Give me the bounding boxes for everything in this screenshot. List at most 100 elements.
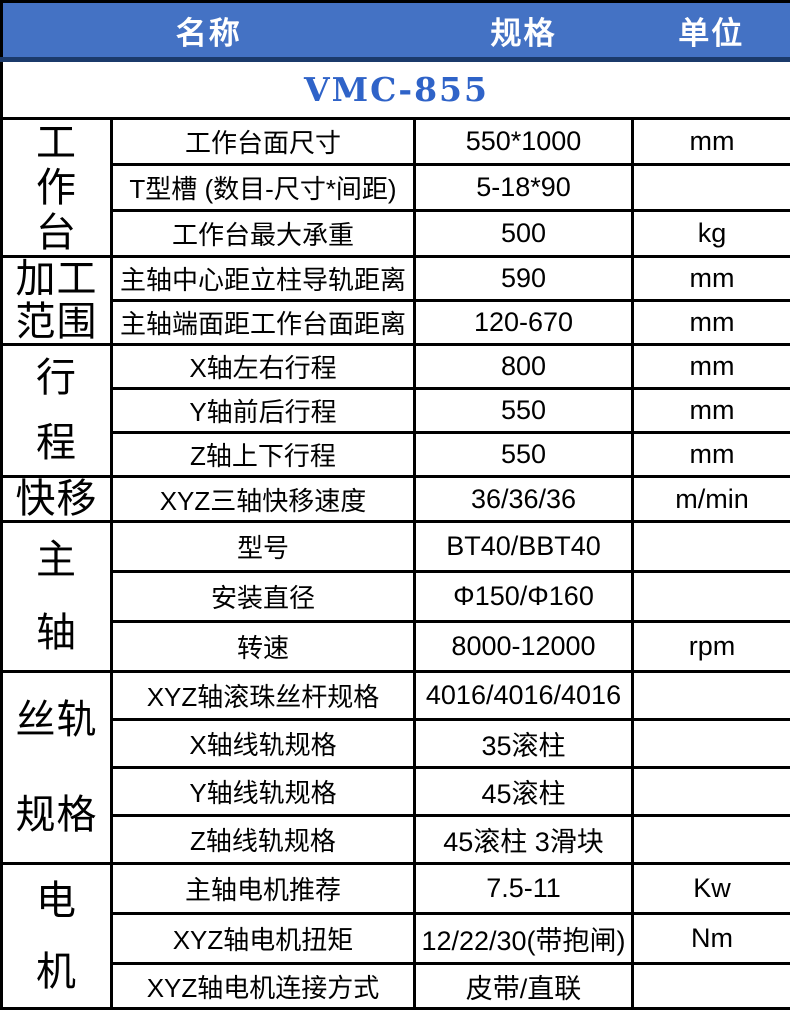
name-cell: X轴线轨规格 — [112, 720, 415, 768]
group-label: 电机 — [3, 865, 110, 1007]
group-label-line: 机 — [36, 951, 77, 993]
unit-cell: Kw — [633, 864, 790, 914]
unit-cell: mm — [633, 345, 790, 389]
unit-cell — [633, 768, 790, 816]
name-cell: Z轴线轨规格 — [112, 816, 415, 864]
name-cell: XYZ轴电机扭矩 — [112, 914, 415, 964]
model-name: VMC-855 — [2, 60, 790, 119]
group-label-line: 台 — [36, 212, 77, 254]
group-cell-5: 丝轨规格 — [2, 672, 112, 864]
group-label-line: 丝轨 — [16, 699, 98, 741]
name-cell: X轴左右行程 — [112, 345, 415, 389]
unit-cell — [633, 165, 790, 211]
unit-cell: rpm — [633, 622, 790, 672]
spec-cell: Φ150/Φ160 — [415, 572, 633, 622]
spec-row: XYZ轴电机连接方式皮带/直联 — [2, 964, 790, 1009]
header-spec-label: 规格 — [415, 2, 633, 60]
group-label: 快移 — [3, 478, 110, 520]
spec-cell: 45滚柱 — [415, 768, 633, 816]
spec-cell: 35滚柱 — [415, 720, 633, 768]
spec-cell: 5-18*90 — [415, 165, 633, 211]
model-row: VMC-855 — [2, 60, 790, 119]
group-label: 主轴 — [3, 523, 110, 670]
group-label: 丝轨规格 — [3, 673, 110, 862]
name-cell: 主轴中心距立柱导轨距离 — [112, 257, 415, 301]
group-label: 工作台 — [3, 120, 110, 255]
group-label-line: 主 — [36, 539, 77, 581]
unit-cell: mm — [633, 389, 790, 433]
spec-cell: 550*1000 — [415, 119, 633, 165]
group-label-line: 作 — [36, 167, 77, 209]
group-cell-2: 行程 — [2, 345, 112, 477]
group-cell-1: 加工范围 — [2, 257, 112, 345]
group-label: 行程 — [3, 346, 110, 475]
spec-cell: 590 — [415, 257, 633, 301]
name-cell: 工作台最大承重 — [112, 211, 415, 257]
group-label-line: 程 — [36, 422, 77, 464]
spec-cell: 550 — [415, 433, 633, 477]
header-unit-label: 单位 — [633, 2, 790, 60]
name-cell: 型号 — [112, 522, 415, 572]
group-label-line: 工 — [36, 122, 77, 164]
group-cell-4: 主轴 — [2, 522, 112, 672]
name-cell: 主轴端面距工作台面距离 — [112, 301, 415, 345]
group-label: 加工范围 — [3, 258, 110, 343]
name-cell: 转速 — [112, 622, 415, 672]
name-cell: XYZ轴滚珠丝杆规格 — [112, 672, 415, 720]
unit-cell — [633, 964, 790, 1009]
unit-cell — [633, 672, 790, 720]
unit-cell — [633, 572, 790, 622]
header-name-label: 名称 — [2, 2, 415, 60]
unit-cell — [633, 522, 790, 572]
group-cell-0: 工作台 — [2, 119, 112, 257]
name-cell: XYZ轴电机连接方式 — [112, 964, 415, 1009]
name-cell: 主轴电机推荐 — [112, 864, 415, 914]
group-label-line: 快移 — [16, 478, 98, 520]
name-cell: 工作台面尺寸 — [112, 119, 415, 165]
name-cell: Y轴线轨规格 — [112, 768, 415, 816]
group-cell-6: 电机 — [2, 864, 112, 1009]
spec-cell: 120-670 — [415, 301, 633, 345]
group-cell-3: 快移 — [2, 477, 112, 522]
table-header-row: 名称 规格 单位 — [2, 2, 790, 60]
name-cell: XYZ三轴快移速度 — [112, 477, 415, 522]
spec-cell: 36/36/36 — [415, 477, 633, 522]
spec-cell: 45滚柱 3滑块 — [415, 816, 633, 864]
unit-cell: mm — [633, 257, 790, 301]
spec-cell: 500 — [415, 211, 633, 257]
group-label-line: 范围 — [16, 301, 98, 343]
unit-cell: mm — [633, 433, 790, 477]
name-cell: Z轴上下行程 — [112, 433, 415, 477]
unit-cell — [633, 720, 790, 768]
unit-cell: mm — [633, 119, 790, 165]
group-label-line: 加工 — [16, 258, 98, 300]
spec-cell: 12/22/30(带抱闸) — [415, 914, 633, 964]
name-cell: 安装直径 — [112, 572, 415, 622]
group-label-line: 规格 — [16, 794, 98, 836]
spec-cell: BT40/BBT40 — [415, 522, 633, 572]
spec-cell: 800 — [415, 345, 633, 389]
unit-cell: Nm — [633, 914, 790, 964]
spec-cell: 8000-12000 — [415, 622, 633, 672]
name-cell: T型槽 (数目-尺寸*间距) — [112, 165, 415, 211]
unit-cell: m/min — [633, 477, 790, 522]
group-label-line: 行 — [36, 357, 77, 399]
